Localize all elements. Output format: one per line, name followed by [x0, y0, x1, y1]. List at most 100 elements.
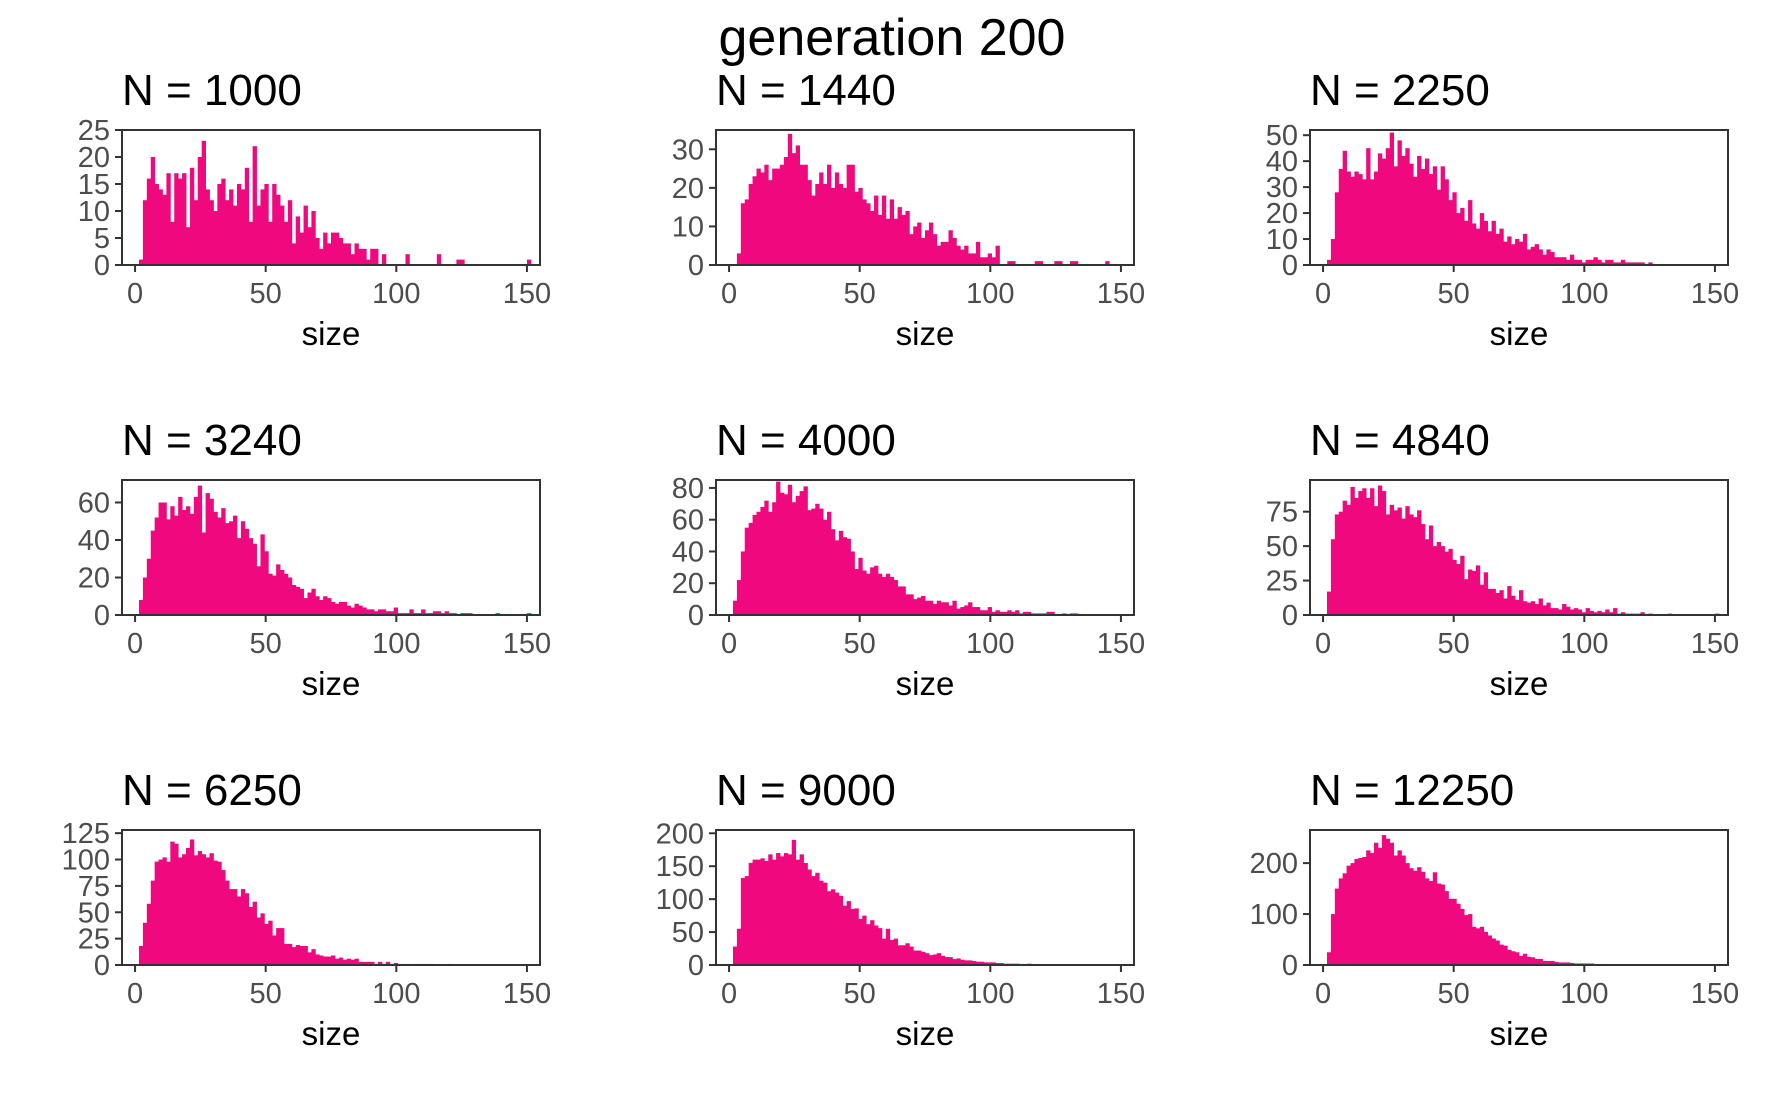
histogram-bar [732, 946, 738, 965]
histogram-bar [1566, 606, 1571, 615]
histogram-bar [948, 230, 953, 265]
histogram-bar [952, 600, 957, 615]
histogram-bar [138, 600, 144, 615]
histogram-bar [201, 532, 206, 615]
histogram-bar [1417, 155, 1422, 265]
histogram-bar [1440, 166, 1445, 265]
histogram-bar [1432, 166, 1438, 265]
histogram-bar [1515, 239, 1520, 265]
histogram-bar [1338, 168, 1344, 265]
histogram-bar [1636, 262, 1641, 265]
histogram-bar [385, 961, 391, 965]
histogram-bar [991, 611, 996, 615]
histogram-bar [291, 947, 297, 965]
histogram-bar [201, 854, 206, 965]
histogram-bar [1550, 252, 1555, 265]
x-axis-title: size [896, 1015, 955, 1052]
histogram-bar [1530, 957, 1536, 965]
histogram-bar [264, 551, 269, 615]
histogram-bar [248, 906, 254, 965]
histogram-bar [323, 596, 328, 615]
histogram-bar [736, 580, 742, 615]
histogram-bar [1409, 514, 1414, 615]
histogram-bar [327, 243, 332, 265]
histogram-bar [897, 207, 902, 265]
histogram-bar [1022, 611, 1028, 615]
histogram-bar [307, 227, 312, 265]
histogram-bar [150, 530, 156, 616]
histogram-bar [768, 511, 773, 615]
histogram-bar [1003, 611, 1008, 615]
histogram-bar [1448, 548, 1453, 615]
histogram-bar [350, 959, 355, 965]
histogram: 0 10 20 30 0 50 100 150 size [672, 129, 1145, 352]
histogram-bar [236, 538, 242, 616]
y-tick-label: 60 [78, 488, 110, 520]
histogram-bar [1105, 261, 1110, 265]
x-tick-label: 50 [844, 978, 876, 1010]
histogram-bar [154, 861, 159, 965]
x-tick-label: 100 [1560, 278, 1608, 310]
histogram-bar [1577, 609, 1583, 615]
histogram-bar [1413, 870, 1418, 965]
histogram-bar [209, 853, 214, 965]
histogram-bar [209, 498, 214, 615]
histogram-bar [1358, 174, 1363, 265]
histogram-bar [456, 259, 461, 265]
x-tick-label: 100 [1560, 628, 1608, 660]
histogram-bar [1515, 599, 1520, 615]
x-tick-label: 100 [372, 978, 420, 1010]
histogram-bar [1370, 488, 1375, 615]
y-tick-label: 10 [1266, 224, 1298, 256]
histogram-bar [370, 961, 375, 965]
y-tick-label: 125 [62, 818, 110, 850]
histogram-bar [1546, 249, 1551, 265]
histogram-bar [1519, 955, 1524, 965]
histogram-bar [866, 203, 871, 265]
histogram-bar [1334, 192, 1340, 265]
histogram-bar [850, 551, 855, 615]
histogram-bar [979, 961, 985, 965]
histogram-bar [287, 200, 293, 265]
histogram-bar [1026, 611, 1032, 615]
histogram-bar [1444, 891, 1449, 965]
histogram-bar [1468, 569, 1473, 615]
histogram-bar [1519, 241, 1524, 265]
histogram-bar [252, 901, 257, 965]
histogram-bar [1338, 878, 1344, 965]
y-tick-label: 10 [78, 196, 110, 228]
histogram-bar [780, 164, 785, 265]
histogram-bar [338, 238, 344, 265]
histogram-bar [1491, 588, 1496, 615]
histogram-bar [311, 949, 316, 965]
histogram-bar [240, 189, 246, 265]
histogram-bar [1522, 953, 1528, 965]
x-tick-label: 150 [503, 978, 551, 1010]
histogram-bar [370, 248, 375, 265]
y-tick-label: 25 [1266, 566, 1298, 598]
histogram-bar [1389, 132, 1394, 265]
histogram-bar [944, 957, 949, 965]
histogram-bar [1432, 872, 1438, 965]
histogram-bar [846, 901, 851, 965]
histogram-bar [1538, 598, 1543, 615]
histogram-bar [1342, 500, 1347, 615]
histogram-bar [815, 184, 820, 265]
histogram-bar [1401, 855, 1406, 965]
histogram-bar [842, 905, 848, 965]
histogram-bar [374, 248, 379, 265]
histogram-bar [1038, 261, 1043, 265]
histogram-bar [370, 609, 375, 616]
histogram-bar [1585, 608, 1590, 615]
histogram-bar [331, 955, 336, 965]
histogram-bar [197, 851, 203, 965]
histogram-bar [358, 248, 363, 265]
histogram-bar [1581, 262, 1587, 265]
x-tick-label: 100 [372, 278, 420, 310]
histogram-bar [913, 599, 918, 615]
histogram-bar [1385, 838, 1391, 965]
histogram-bar [1389, 842, 1394, 965]
histogram-bar [233, 515, 238, 616]
histogram-bar [1456, 903, 1461, 965]
histogram-bar [1522, 233, 1528, 265]
